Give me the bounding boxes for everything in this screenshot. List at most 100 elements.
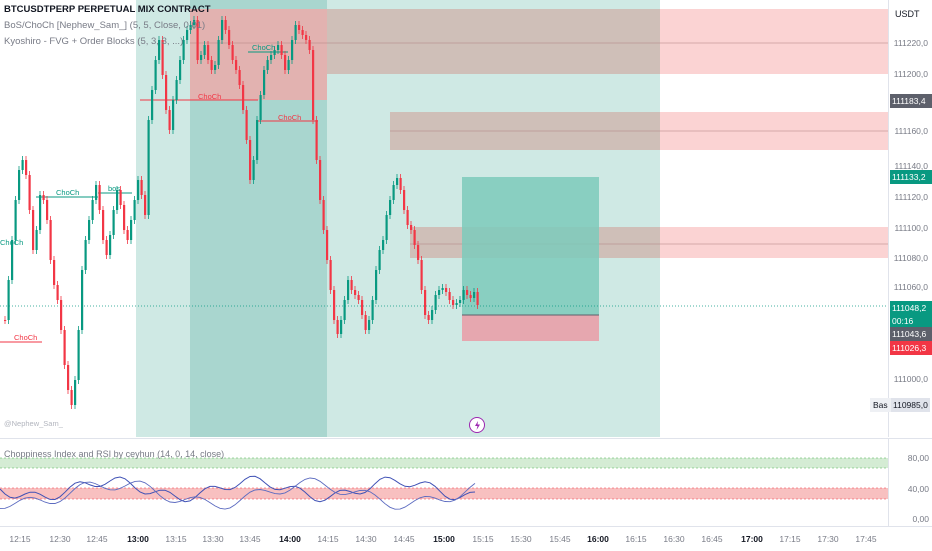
candle-body (291, 40, 294, 60)
position-target-box[interactable] (462, 177, 599, 315)
candle-body (396, 178, 399, 185)
lightning-icon[interactable] (469, 417, 485, 433)
indicator-pane[interactable]: Choppiness Index and RSI by ceyhun (14, … (0, 438, 888, 527)
candle-body (445, 288, 448, 292)
candle-body (319, 160, 322, 200)
candle-body (77, 330, 80, 380)
candle-body (382, 240, 385, 250)
candle-body (46, 200, 49, 220)
time-label: 12:30 (49, 534, 71, 544)
candle-body (147, 120, 150, 215)
rsi-line (0, 477, 476, 510)
candle-body (14, 200, 17, 240)
candle-body (214, 65, 217, 70)
candle-body (343, 300, 346, 320)
candle-body (476, 292, 479, 305)
candle-body (140, 180, 143, 195)
candle-body (434, 295, 437, 310)
candle-body (154, 60, 157, 90)
candle-body (35, 230, 38, 250)
candle-body (280, 45, 283, 55)
candle-body (469, 295, 472, 298)
candle-body (417, 245, 420, 260)
candle-body (340, 320, 343, 334)
candle-body (364, 315, 367, 330)
time-scale[interactable]: 12:15 12:30 12:45 13:00 13:15 13:30 13:45 14:00… (0, 526, 932, 551)
time-label: 17:45 (855, 534, 877, 544)
candle-body (179, 60, 182, 80)
candle-body (88, 220, 91, 240)
candle-body (375, 270, 378, 300)
candle-body (455, 303, 458, 305)
candle-body (357, 295, 360, 300)
upper-band (0, 458, 888, 468)
candle-body (350, 280, 353, 290)
price-scale[interactable]: USDT 111220,0 111200,0 111160,0 111140,0… (888, 0, 932, 437)
candle-body (256, 120, 259, 160)
candle-body (109, 235, 112, 255)
time-label: 12:45 (86, 534, 108, 544)
choch-label: ChoCh (14, 333, 38, 342)
indicator-legend-fvg[interactable]: Kyoshiro - FVG + Order Blocks (5, 3, 3, … (4, 36, 184, 47)
candle-body (217, 40, 220, 65)
indicator-label: 80,00 (907, 453, 929, 463)
candle-body (189, 25, 192, 30)
indicator-title[interactable]: Choppiness Index and RSI by ceyhun (14, … (4, 449, 225, 459)
candle-body (270, 55, 273, 60)
candle-body (137, 180, 140, 200)
candle-body (284, 55, 287, 70)
candle-body (119, 190, 122, 205)
choch-label: ChoCh (0, 238, 24, 247)
time-label: 14:15 (317, 534, 339, 544)
candle-body (431, 310, 434, 320)
candle-body (287, 60, 290, 70)
candle-body (322, 200, 325, 230)
candle-body (74, 380, 77, 405)
indicator-canvas[interactable] (0, 439, 888, 527)
currency-label[interactable]: USDT (895, 9, 920, 19)
time-label: 14:45 (393, 534, 415, 544)
choch-label: ChoCh (252, 43, 276, 52)
candle-body (245, 110, 248, 140)
time-label: 17:15 (779, 534, 801, 544)
candle-body (413, 230, 416, 245)
candle-body (91, 200, 94, 220)
symbol-title[interactable]: BTCUSDTPERP PERPETUAL MIX CONTRACT (4, 4, 211, 15)
candle-body (172, 100, 175, 130)
position-stop-box[interactable] (462, 315, 599, 341)
candle-body (406, 210, 409, 225)
time-label: 16:30 (663, 534, 685, 544)
time-label: 12:15 (9, 534, 31, 544)
time-label: 16:45 (701, 534, 723, 544)
price-chart-canvas[interactable] (0, 0, 888, 437)
indicator-scale[interactable]: 80,00 40,00 0,00 (888, 438, 932, 527)
candle-body (354, 290, 357, 295)
candle-body (126, 230, 129, 240)
time-label: 13:30 (202, 534, 224, 544)
candle-body (32, 210, 35, 250)
price-label: 111100,0 (894, 223, 928, 233)
candle-body (459, 300, 462, 303)
time-label: 14:00 (279, 534, 301, 544)
indicator-label: 40,00 (907, 484, 929, 494)
price-label: 111140,0 (894, 161, 928, 171)
candle-body (112, 210, 115, 235)
candlestick-series (4, 16, 479, 409)
indicator-legend-bos[interactable]: BoS/ChoCh [Nephew_Sam_] (5, 5, Close, 0.… (4, 20, 206, 31)
candle-body (448, 292, 451, 300)
price-label: 111120,0 (894, 192, 928, 202)
candle-body (25, 160, 28, 175)
time-label: 16:15 (625, 534, 647, 544)
main-chart[interactable]: ChoCh bos ChoCh ChoCh ChoCh ChoCh ChoCh … (0, 0, 888, 437)
candle-body (371, 300, 374, 320)
candle-body (105, 240, 108, 255)
candle-body (151, 90, 154, 120)
candle-body (193, 20, 196, 25)
price-label: 111160,0 (894, 126, 928, 136)
candle-body (438, 290, 441, 295)
time-label: 13:15 (165, 534, 187, 544)
candle-body (81, 270, 84, 330)
candle-body (368, 320, 371, 330)
candle-body (298, 25, 301, 30)
candle-body (231, 45, 234, 60)
